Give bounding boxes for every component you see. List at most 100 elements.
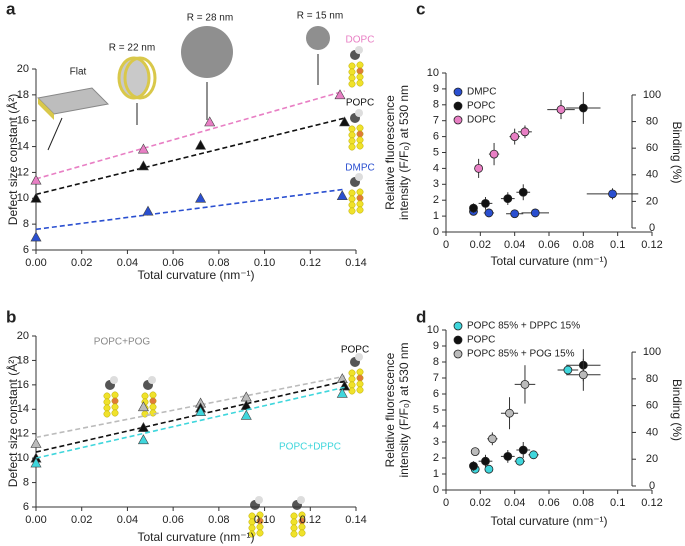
lipid-tail: [149, 403, 157, 411]
x-tick-label: 0.02: [71, 514, 92, 526]
lipid-head: [297, 496, 305, 504]
x-tick-label: 0.08: [208, 257, 229, 269]
lipid-tail: [356, 61, 364, 69]
lipid-tail: [356, 206, 364, 214]
data-point: [578, 370, 588, 380]
data-point: [556, 105, 566, 114]
annotation: R = 28 nm: [187, 13, 233, 24]
flat-membrane: [36, 87, 110, 115]
y-tick-label: 3: [433, 436, 439, 448]
y-tick-label: 20: [17, 330, 29, 342]
lipid-tail: [103, 404, 111, 412]
lipid-tail: [356, 124, 364, 132]
lipid-icon: [348, 353, 364, 395]
series: DOPC: [30, 35, 375, 185]
y-tick-label: 7: [433, 115, 439, 127]
fit-line: [35, 375, 345, 439]
data-point: [339, 116, 351, 127]
x-axis-title: Total curvature (nm⁻¹): [490, 514, 607, 528]
x-tick-label: 0: [443, 497, 449, 509]
data-point: [510, 209, 520, 219]
lipid-tail: [290, 524, 298, 532]
arrows: [47, 54, 319, 151]
data-point: [137, 143, 149, 154]
data-point: [503, 451, 513, 461]
data-point: [195, 139, 207, 150]
legend-label: DMPC: [467, 87, 496, 98]
fit-line: [35, 380, 345, 453]
x-tick-label: 0.02: [470, 497, 491, 509]
data-point: [489, 149, 499, 159]
data-point: [30, 174, 42, 185]
data-point: [503, 194, 513, 204]
x-tick-label: 0.06: [538, 239, 559, 251]
x-axis-title: Total curvature (nm⁻¹): [137, 530, 254, 544]
data-point: [518, 187, 528, 197]
y-tick-label: 6: [433, 388, 439, 400]
y-tick-label: 0: [433, 226, 439, 238]
y2-tick-label: 60: [646, 142, 658, 154]
y-tick-label: 9: [433, 340, 439, 352]
x-tick-label: 0.1: [610, 239, 625, 251]
y-axis-title: intensity (F/F₀) at 530 nm: [397, 85, 411, 220]
panel-letter: b: [6, 307, 16, 326]
lipid-tail: [348, 74, 356, 82]
data-point: [515, 456, 525, 466]
lipid-tail: [348, 189, 356, 197]
lipid-tail: [348, 137, 356, 145]
x-tick-label: 0.04: [117, 257, 138, 269]
y-axis-title: Relative fluorescence: [383, 352, 397, 467]
lipid-tail: [348, 131, 356, 139]
y-tick-label: 20: [17, 63, 29, 75]
lipid-tail: [356, 188, 364, 196]
legend-marker: [453, 87, 463, 97]
y-tick-label: 1: [433, 468, 439, 480]
data-point: [469, 461, 478, 471]
y-tick-label: 6: [23, 501, 29, 513]
lipid-tail: [356, 136, 364, 144]
series-label: DOPC: [346, 35, 375, 46]
fit-line: [35, 188, 345, 231]
legend-label: POPC: [467, 101, 495, 112]
lipid-tail: [348, 369, 356, 377]
lipid-tail: [348, 381, 356, 389]
lipid-tail: [149, 391, 157, 399]
y-tick-label: 6: [23, 244, 29, 256]
data-point: [470, 447, 480, 457]
y-tick-label: 14: [17, 140, 29, 152]
lipid-tail: [348, 80, 356, 88]
y-tick-label: 18: [17, 354, 29, 366]
y-tick-label: 8: [433, 356, 439, 368]
x-tick-label: 0.02: [71, 257, 92, 269]
data-point: [30, 457, 42, 468]
data-point: [195, 192, 207, 203]
y-tick-label: 2: [433, 452, 439, 464]
lipid-tail: [356, 200, 364, 208]
y-tick-label: 10: [17, 192, 29, 204]
y2-axis-title: Binding (%): [670, 121, 684, 183]
y-tick-label: 1: [433, 210, 439, 222]
x-tick-label: 0.12: [300, 257, 321, 269]
x-tick-label: 0.04: [117, 514, 138, 526]
data-point: [469, 203, 478, 213]
data-point: [484, 208, 494, 218]
y2-tick-label: 80: [646, 115, 658, 127]
series: POPC: [30, 345, 369, 463]
lipid-tail: [356, 142, 364, 150]
x-tick-label: 0.10: [254, 514, 275, 526]
y2-tick-label: 0: [649, 480, 655, 492]
y-tick-label: 4: [433, 162, 439, 174]
legend-marker: [453, 115, 463, 125]
x-tick-label: 0.02: [470, 239, 491, 251]
annotation: Flat: [70, 67, 87, 78]
data-point: [505, 408, 514, 418]
data-point: [518, 445, 528, 455]
y-tick-label: 8: [433, 99, 439, 111]
legend-marker: [453, 101, 463, 111]
series-label: POPC: [346, 98, 374, 109]
y-tick-label: 14: [17, 403, 29, 415]
fit-line: [35, 90, 345, 180]
data-point: [195, 406, 207, 417]
data-point: [529, 450, 538, 460]
